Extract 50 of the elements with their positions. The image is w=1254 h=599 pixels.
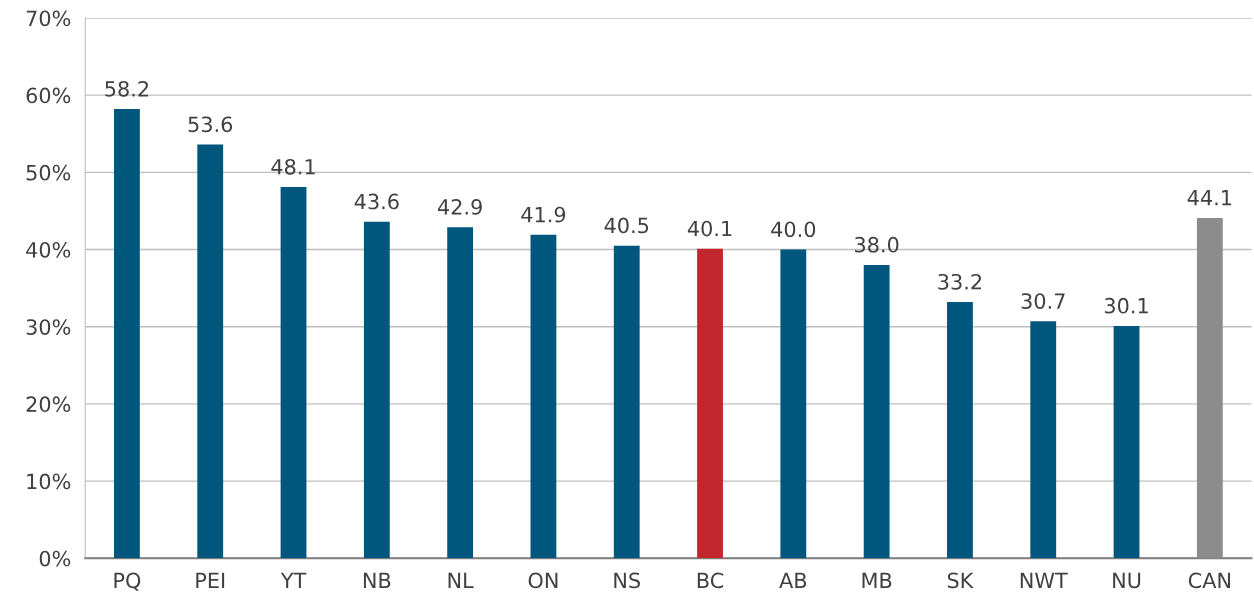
- bar: [530, 234, 557, 559]
- x-tick-label: NWT: [1020, 572, 1068, 588]
- bar: [697, 248, 723, 559]
- y-tick-label: 40%: [26, 241, 71, 258]
- bar: [780, 249, 807, 559]
- bar: [947, 302, 973, 559]
- bar: [447, 227, 474, 559]
- x-tick-label: NB: [363, 572, 391, 588]
- data-label: 40.0: [771, 221, 816, 238]
- x-tick-label: AB: [779, 572, 807, 588]
- y-tick-label: 0%: [39, 550, 71, 567]
- x-tick-label: SK: [947, 572, 974, 589]
- bar: [863, 264, 890, 559]
- x-tick-label: ON: [528, 572, 558, 589]
- x-tick-label: NL: [448, 572, 474, 588]
- x-tick-label: YT: [280, 572, 307, 588]
- x-tick-label: CAN: [1188, 572, 1230, 589]
- data-label: 43.6: [354, 193, 399, 210]
- x-tick-label: PQ: [114, 572, 141, 591]
- bar: [363, 221, 390, 559]
- data-label: 33.2: [938, 273, 982, 290]
- data-label: 58.2: [105, 80, 149, 97]
- x-tick-label: MB: [862, 572, 892, 588]
- x-tick-label: BC: [697, 572, 724, 589]
- x-tick-label: NS: [614, 572, 640, 589]
- data-label: 40.5: [604, 217, 649, 234]
- y-tick-label: 50%: [26, 164, 71, 181]
- y-tick-label: 10%: [27, 473, 71, 490]
- data-label: 30.1: [1104, 297, 1148, 314]
- y-tick-label: 20%: [26, 396, 71, 413]
- data-label: 48.1: [271, 158, 315, 175]
- data-label: 41.9: [521, 206, 566, 223]
- bar: [1196, 217, 1223, 559]
- y-tick-label: 60%: [26, 87, 71, 104]
- bar: [197, 144, 224, 559]
- data-label: 38.0: [855, 236, 899, 253]
- y-tick-label: 30%: [26, 319, 71, 335]
- bar: [613, 245, 640, 559]
- data-label: 40.1: [687, 220, 732, 237]
- data-label: 53.6: [188, 116, 233, 133]
- bar: [1030, 321, 1057, 559]
- x-tick-label: NU: [1113, 572, 1141, 589]
- data-label: 42.9: [437, 199, 482, 215]
- x-tick-label: PEI: [196, 572, 225, 588]
- bar: [280, 187, 307, 559]
- y-tick-label: 70%: [26, 10, 71, 27]
- bar: [114, 109, 140, 559]
- data-label: 30.7: [1021, 293, 1065, 309]
- bar: [1113, 325, 1140, 559]
- data-label: 44.1: [1187, 190, 1232, 206]
